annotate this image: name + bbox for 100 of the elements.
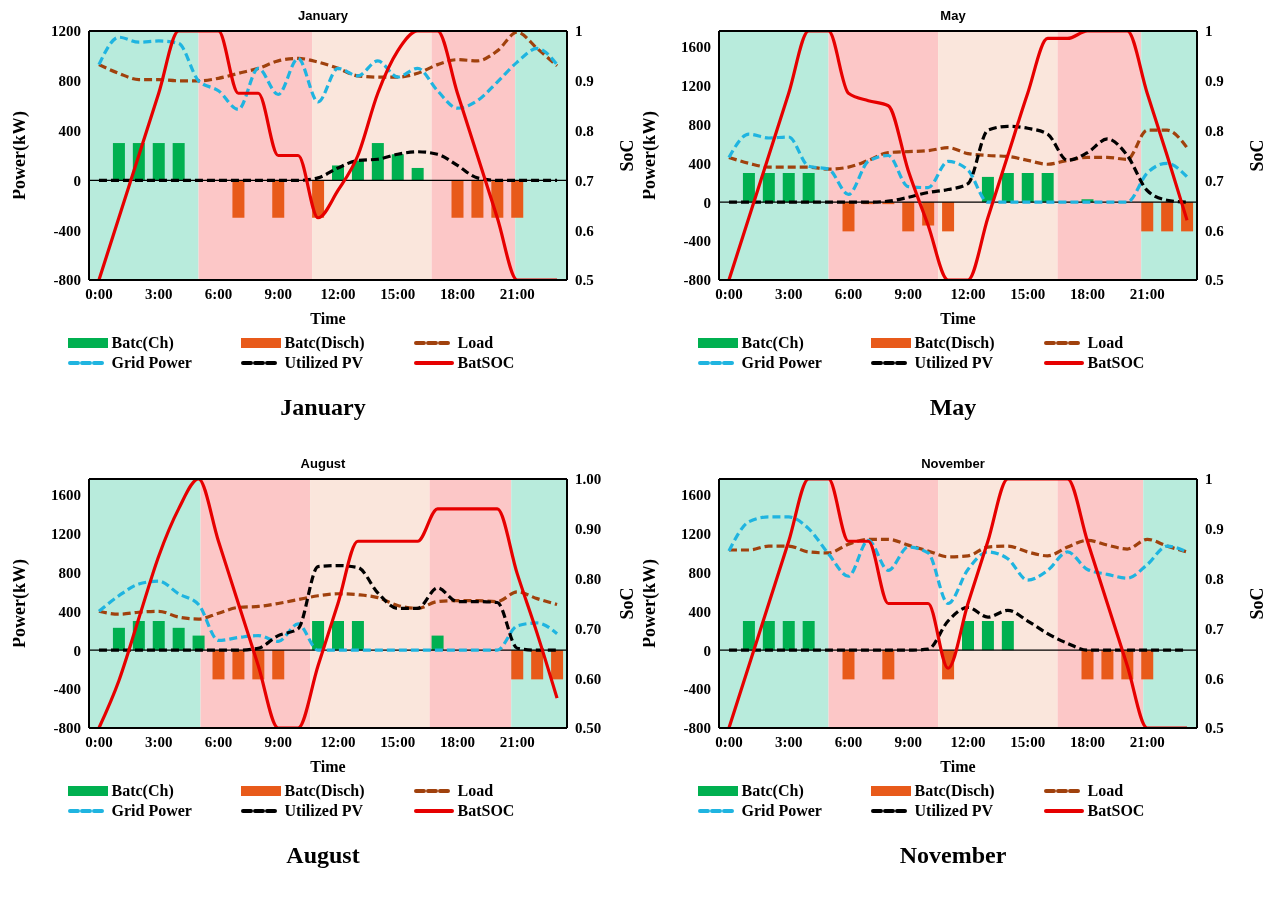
x-tick-label: 3:00: [774, 733, 803, 750]
legend-label: BatSOC: [457, 802, 515, 820]
y2-tick-label: 0.8: [1205, 122, 1224, 139]
y-tick-label: 1200: [681, 77, 711, 94]
y2-tick-label: 0.6: [1205, 670, 1225, 687]
chart-title: May: [940, 8, 966, 25]
chart-title: November: [921, 456, 985, 473]
x-axis-title: Time: [310, 758, 346, 775]
x-tick-label: 12:00: [320, 285, 356, 302]
x-axis-title: Time: [310, 310, 346, 327]
legend-label: Batc(Ch): [741, 334, 804, 352]
x-tick-label: 0:00: [715, 733, 743, 750]
y2-tick-label: 0.5: [1205, 272, 1224, 289]
y2-tick-label: 0.5: [1205, 720, 1224, 737]
y-tick-label: 0: [703, 642, 711, 659]
y2-tick-label: 0.7: [1205, 172, 1225, 189]
y2-axis-title: SoC: [1247, 587, 1268, 620]
y-tick-label: -800: [683, 720, 711, 737]
text: May: [929, 394, 977, 421]
text: November: [899, 842, 1007, 869]
x-tick-label: 0:00: [85, 733, 113, 750]
legend-label: Batc(Disch): [284, 334, 365, 352]
x-tick-label: 18:00: [1069, 285, 1105, 302]
x-tick-label: 15:00: [1010, 285, 1046, 302]
legend-label: BatSOC: [457, 354, 515, 372]
legend-label: Grid Power: [741, 802, 822, 820]
y-tick-label: 1600: [51, 486, 81, 503]
x-tick-label: 21:00: [499, 285, 535, 302]
x-axis-title: Time: [940, 758, 976, 775]
x-tick-label: 3:00: [774, 285, 803, 302]
legend-label: Load: [1087, 334, 1124, 352]
y-tick-label: -400: [683, 233, 711, 250]
y2-tick-label: 1: [1205, 471, 1213, 488]
y2-tick-label: 0.90: [575, 521, 602, 538]
y-tick-label: -800: [53, 720, 81, 737]
x-tick-label: 9:00: [894, 733, 922, 750]
legend-label: Batc(Ch): [111, 334, 174, 352]
y-tick-label: -800: [53, 272, 81, 289]
y-tick-label: 400: [688, 155, 711, 172]
y2-tick-label: 0.6: [1205, 222, 1225, 239]
x-tick-label: 12:00: [950, 285, 986, 302]
legend-label: Batc(Disch): [914, 782, 995, 800]
legend-label: BatSOC: [1087, 802, 1145, 820]
y-axis-title: Power(kW): [639, 111, 661, 200]
legend-label: Utilized PV: [284, 354, 364, 372]
y-tick-label: 800: [58, 564, 81, 581]
x-tick-label: 0:00: [85, 285, 113, 302]
x-tick-label: 21:00: [1129, 733, 1165, 750]
y-tick-label: 400: [688, 603, 711, 620]
y2-tick-label: 0.9: [1205, 521, 1224, 538]
legend-label: Batc(Disch): [284, 782, 365, 800]
legend-label: Load: [457, 782, 494, 800]
y-tick-label: 800: [58, 73, 81, 90]
y2-tick-label: 0.50: [575, 720, 602, 737]
x-tick-label: 6:00: [834, 285, 863, 302]
x-tick-label: 12:00: [320, 733, 356, 750]
y-tick-label: 0: [73, 642, 81, 659]
y2-tick-label: 0.70: [575, 620, 602, 637]
x-tick-label: 21:00: [499, 733, 535, 750]
x-tick-label: 18:00: [439, 285, 475, 302]
y2-tick-label: 0.8: [575, 122, 594, 139]
legend-label: Load: [457, 334, 494, 352]
x-tick-label: 3:00: [144, 285, 173, 302]
x-tick-label: 18:00: [1069, 733, 1105, 750]
y2-tick-label: 0.9: [575, 73, 594, 90]
y2-tick-label: 1: [575, 23, 583, 40]
y2-tick-label: 0.80: [575, 570, 602, 587]
legend-label: Load: [1087, 782, 1124, 800]
y-tick-label: -400: [53, 222, 81, 239]
y2-axis-title: SoC: [617, 139, 638, 172]
y-tick-label: -400: [53, 681, 81, 698]
y-tick-label: 400: [58, 122, 81, 139]
legend-label: Batc(Ch): [741, 782, 804, 800]
y2-axis-title: SoC: [617, 587, 638, 620]
y2-tick-label: 1.00: [575, 471, 602, 488]
y-axis-title: Power(kW): [9, 111, 31, 200]
x-tick-label: 6:00: [204, 733, 233, 750]
x-tick-label: 9:00: [264, 733, 292, 750]
legend-label: Batc(Ch): [111, 782, 174, 800]
y2-tick-label: 0.8: [1205, 570, 1224, 587]
y-tick-label: -400: [683, 681, 711, 698]
chart-title: January: [298, 8, 348, 25]
y-axis-title: Power(kW): [639, 559, 661, 648]
legend-label: Batc(Disch): [914, 334, 995, 352]
x-tick-label: 21:00: [1129, 285, 1165, 302]
legend-label: Grid Power: [741, 354, 822, 372]
y2-tick-label: 0.7: [575, 172, 595, 189]
x-tick-label: 12:00: [950, 733, 986, 750]
y-tick-label: -800: [683, 272, 711, 289]
y-tick-label: 800: [688, 564, 711, 581]
y2-axis-title: SoC: [1247, 139, 1268, 172]
y-tick-label: 1200: [51, 23, 81, 40]
y-tick-label: 0: [703, 194, 711, 211]
x-tick-label: 6:00: [204, 285, 233, 302]
x-tick-label: 15:00: [380, 733, 416, 750]
y-tick-label: 1200: [681, 525, 711, 542]
y-tick-label: 1600: [681, 38, 711, 55]
x-tick-label: 6:00: [834, 733, 863, 750]
y2-tick-label: 1: [1205, 23, 1213, 40]
x-tick-label: 0:00: [715, 285, 743, 302]
